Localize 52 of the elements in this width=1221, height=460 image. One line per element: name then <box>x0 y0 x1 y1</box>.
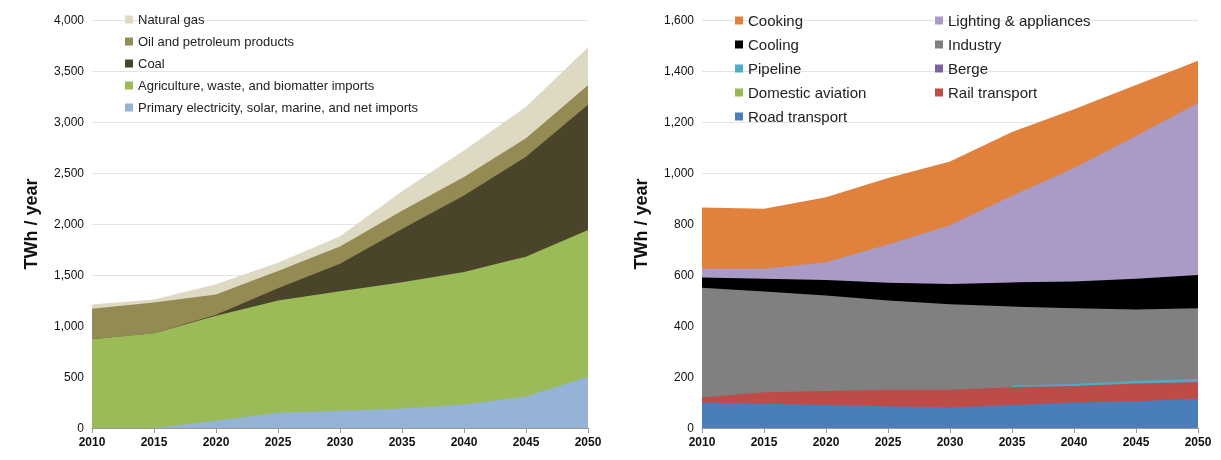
y-tick-label: 2,000 <box>53 217 85 231</box>
x-tick-label: 2030 <box>326 435 354 449</box>
legend-label: Berge <box>948 60 989 77</box>
legend-label: Cooling <box>748 36 799 53</box>
y-tick-label: 200 <box>673 370 695 384</box>
x-tick-label: 2040 <box>1060 435 1088 449</box>
x-tick-label: 2025 <box>874 435 902 449</box>
y-tick-label: 800 <box>673 217 695 231</box>
x-tick-label: 2015 <box>750 435 778 449</box>
x-tick-label: 2050 <box>574 435 602 449</box>
legend-label: Industry <box>948 36 1002 53</box>
x-tick-label: 2045 <box>1122 435 1150 449</box>
y-tick-label: 400 <box>673 319 695 333</box>
legend-label: Coal <box>138 56 165 71</box>
y-tick-label: 2,500 <box>53 166 85 180</box>
x-tick-label: 2020 <box>812 435 840 449</box>
y-axis-title: TWh / year <box>21 178 41 270</box>
legend-label: Road transport <box>748 108 849 125</box>
y-tick-label: 500 <box>63 370 85 384</box>
legend-label: Natural gas <box>138 12 205 27</box>
y-tick-label: 0 <box>77 421 85 435</box>
y-tick-label: 3,500 <box>53 64 85 78</box>
y-axis-title: TWh / year <box>631 178 651 270</box>
x-tick-label: 2010 <box>688 435 716 449</box>
y-tick-label: 1,000 <box>53 319 85 333</box>
legend-label: Rail transport <box>948 84 1039 101</box>
y-tick-label: 600 <box>673 268 695 282</box>
legend-label: Primary electricity, solar, marine, and net imports <box>138 100 419 115</box>
y-tick-label: 3,000 <box>53 115 85 129</box>
x-tick-label: 2025 <box>264 435 292 449</box>
y-tick-label: 1,600 <box>663 13 695 27</box>
x-tick-label: 2020 <box>202 435 230 449</box>
y-tick-label: 0 <box>687 421 695 435</box>
y-tick-label: 1,500 <box>53 268 85 282</box>
legend-label: Agriculture, waste, and biomatter imports <box>138 78 375 93</box>
x-tick-label: 2050 <box>1184 435 1212 449</box>
y-tick-label: 1,400 <box>663 64 695 78</box>
legend-label: Oil and petroleum products <box>138 34 295 49</box>
x-tick-label: 2035 <box>388 435 416 449</box>
x-tick-label: 2040 <box>450 435 478 449</box>
y-tick-label: 1,000 <box>663 166 695 180</box>
x-tick-label: 2035 <box>998 435 1026 449</box>
y-tick-label: 1,200 <box>663 115 695 129</box>
legend-label: Lighting & appliances <box>948 12 1091 29</box>
x-tick-label: 2045 <box>512 435 540 449</box>
legend-label: Pipeline <box>748 60 802 77</box>
y-tick-label: 4,000 <box>53 13 85 27</box>
x-tick-label: 2010 <box>78 435 106 449</box>
legend-label: Domestic aviation <box>748 84 867 101</box>
x-tick-label: 2015 <box>140 435 168 449</box>
x-tick-label: 2030 <box>936 435 964 449</box>
legend-label: Cooking <box>748 12 804 29</box>
